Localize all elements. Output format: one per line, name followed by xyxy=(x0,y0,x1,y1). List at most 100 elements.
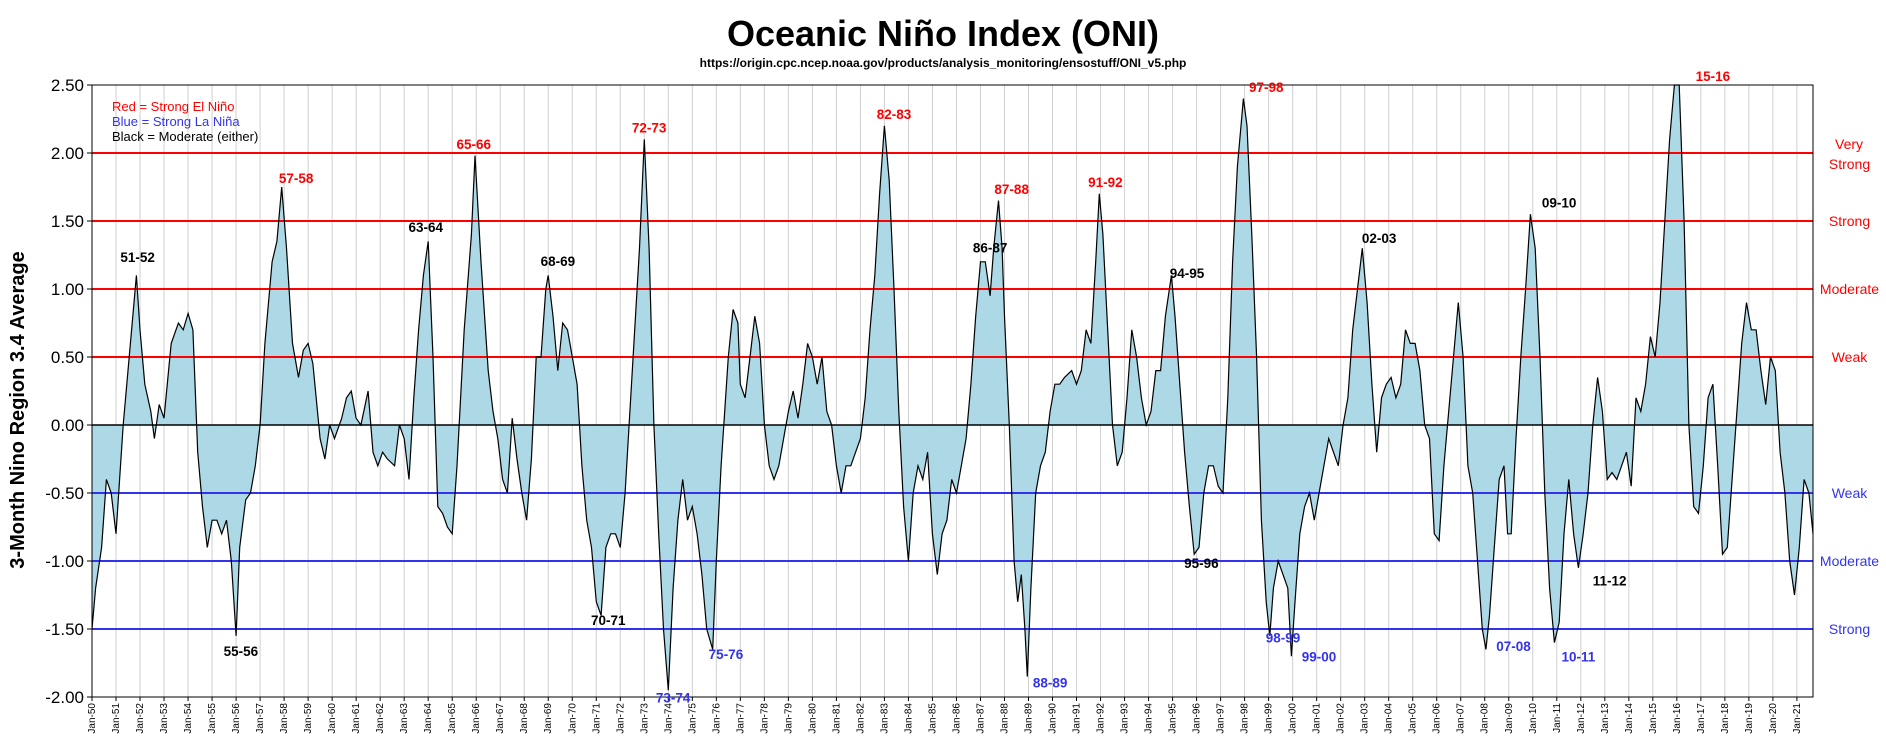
threshold-label: Strong xyxy=(1829,156,1870,172)
event-label: 95-96 xyxy=(1184,556,1219,571)
x-tick-label: Jan-89 xyxy=(1024,703,1035,734)
event-label: 65-66 xyxy=(457,137,492,152)
y-tick-label: -1.00 xyxy=(45,552,84,571)
x-axis-ticks: Jan-50 Jan-51 Jan-52 Jan-53 Jan-54 Jan-55 Jan-… xyxy=(87,697,1803,734)
event-label: 02-03 xyxy=(1362,231,1397,246)
x-tick-label: Jan-08 xyxy=(1480,703,1491,734)
x-tick-label: Jan-06 xyxy=(1432,703,1443,734)
threshold-label: Moderate xyxy=(1820,281,1879,297)
x-tick-label: Jan-56 xyxy=(231,703,242,734)
x-tick-label: Jan-83 xyxy=(879,703,890,734)
x-tick-label: Jan-76 xyxy=(711,703,722,734)
event-label: 94-95 xyxy=(1170,266,1205,281)
x-tick-label: Jan-75 xyxy=(687,703,698,734)
x-tick-label: Jan-77 xyxy=(735,703,746,734)
threshold-labels: Very Strong Strong Moderate Weak Weak Moderate… xyxy=(1820,136,1879,637)
event-label: 72-73 xyxy=(632,121,667,136)
threshold-label: Weak xyxy=(1832,485,1869,501)
event-label: 97-98 xyxy=(1249,80,1284,95)
x-tick-label: Jan-91 xyxy=(1072,703,1083,734)
x-tick-label: Jan-82 xyxy=(855,703,866,734)
event-label: 87-88 xyxy=(994,182,1029,197)
x-tick-label: Jan-04 xyxy=(1384,703,1395,734)
oni-line xyxy=(91,84,1814,691)
threshold-label: Strong xyxy=(1829,621,1870,637)
x-tick-label: Jan-09 xyxy=(1504,703,1515,734)
event-label: 57-58 xyxy=(279,171,314,186)
x-tick-label: Jan-10 xyxy=(1528,703,1539,734)
x-tick-label: Jan-73 xyxy=(639,703,650,734)
x-tick-label: Jan-98 xyxy=(1240,703,1251,734)
event-label: 99-00 xyxy=(1302,650,1337,665)
event-label: 55-56 xyxy=(224,644,259,659)
x-tick-label: Jan-18 xyxy=(1720,703,1731,734)
x-tick-label: Jan-97 xyxy=(1216,703,1227,734)
x-tick-label: Jan-00 xyxy=(1288,703,1299,734)
event-label: 75-76 xyxy=(709,647,744,662)
threshold-label: Weak xyxy=(1832,349,1869,365)
x-tick-label: Jan-15 xyxy=(1648,703,1659,734)
x-tick-label: Jan-74 xyxy=(663,703,674,734)
y-tick-label: -0.50 xyxy=(45,484,84,503)
threshold-label: Strong xyxy=(1829,213,1870,229)
plot-area-border xyxy=(91,84,1814,698)
x-tick-label: Jan-90 xyxy=(1048,703,1059,734)
x-tick-label: Jan-55 xyxy=(207,703,218,734)
x-tick-label: Jan-70 xyxy=(567,703,578,734)
event-label: 98-99 xyxy=(1266,631,1301,646)
y-axis-label: 3-Month Nino Region 3.4 Average xyxy=(7,251,29,568)
x-tick-label: Jan-21 xyxy=(1792,703,1803,734)
chart-subtitle: https://origin.cpc.ncep.noaa.gov/product… xyxy=(700,56,1187,70)
event-label: 82-83 xyxy=(877,107,912,122)
x-tick-label: Jan-67 xyxy=(495,703,506,734)
x-tick-label: Jan-79 xyxy=(783,703,794,734)
x-tick-label: Jan-52 xyxy=(135,703,146,734)
x-tick-label: Jan-13 xyxy=(1600,703,1611,734)
event-label: 73-74 xyxy=(656,690,691,705)
x-tick-label: Jan-57 xyxy=(255,703,266,734)
event-label: 10-11 xyxy=(1561,650,1595,665)
x-tick-label: Jan-03 xyxy=(1360,703,1371,734)
y-tick-label: -2.00 xyxy=(45,688,84,707)
x-tick-label: Jan-87 xyxy=(975,703,986,734)
x-tick-label: Jan-16 xyxy=(1672,703,1683,734)
x-tick-label: Jan-96 xyxy=(1192,703,1203,734)
x-tick-label: Jan-63 xyxy=(399,703,410,734)
x-tick-label: Jan-69 xyxy=(543,703,554,734)
x-tick-label: Jan-14 xyxy=(1624,703,1635,734)
x-tick-label: Jan-19 xyxy=(1744,703,1755,734)
x-tick-label: Jan-20 xyxy=(1768,703,1779,734)
event-label: 15-16 xyxy=(1696,69,1731,84)
x-tick-label: Jan-71 xyxy=(591,703,602,734)
x-tick-label: Jan-64 xyxy=(423,703,434,734)
x-tick-label: Jan-92 xyxy=(1096,703,1107,734)
x-tick-label: Jan-58 xyxy=(279,703,290,734)
x-tick-label: Jan-54 xyxy=(183,703,194,734)
event-label: 11-12 xyxy=(1593,573,1627,588)
y-axis-ticks: 2.50 2.00 1.50 1.00 0.50 0.00 -0.50 -1.00 -1.50 -… xyxy=(45,76,92,707)
x-tick-label: Jan-12 xyxy=(1576,703,1587,734)
event-label: 07-08 xyxy=(1496,639,1531,654)
x-tick-label: Jan-53 xyxy=(159,703,170,734)
legend-entry: Red = Strong El Niño xyxy=(112,99,234,114)
threshold-label: Moderate xyxy=(1820,553,1879,569)
x-tick-label: Jan-01 xyxy=(1312,703,1323,734)
series-line xyxy=(91,84,1814,691)
x-tick-label: Jan-94 xyxy=(1144,703,1155,734)
x-tick-label: Jan-51 xyxy=(111,703,122,734)
threshold-label: Very xyxy=(1835,136,1863,152)
x-tick-label: Jan-85 xyxy=(927,703,938,734)
y-tick-label: 2.50 xyxy=(51,76,84,95)
x-tick-label: Jan-07 xyxy=(1456,703,1467,734)
x-tick-label: Jan-65 xyxy=(447,703,458,734)
x-tick-label: Jan-50 xyxy=(87,703,98,734)
x-tick-label: Jan-60 xyxy=(327,703,338,734)
x-tick-label: Jan-84 xyxy=(903,703,914,734)
x-tick-label: Jan-59 xyxy=(303,703,314,734)
x-tick-label: Jan-78 xyxy=(759,703,770,734)
x-tick-label: Jan-88 xyxy=(999,703,1010,734)
y-tick-label: 1.00 xyxy=(51,280,84,299)
x-tick-label: Jan-95 xyxy=(1168,703,1179,734)
